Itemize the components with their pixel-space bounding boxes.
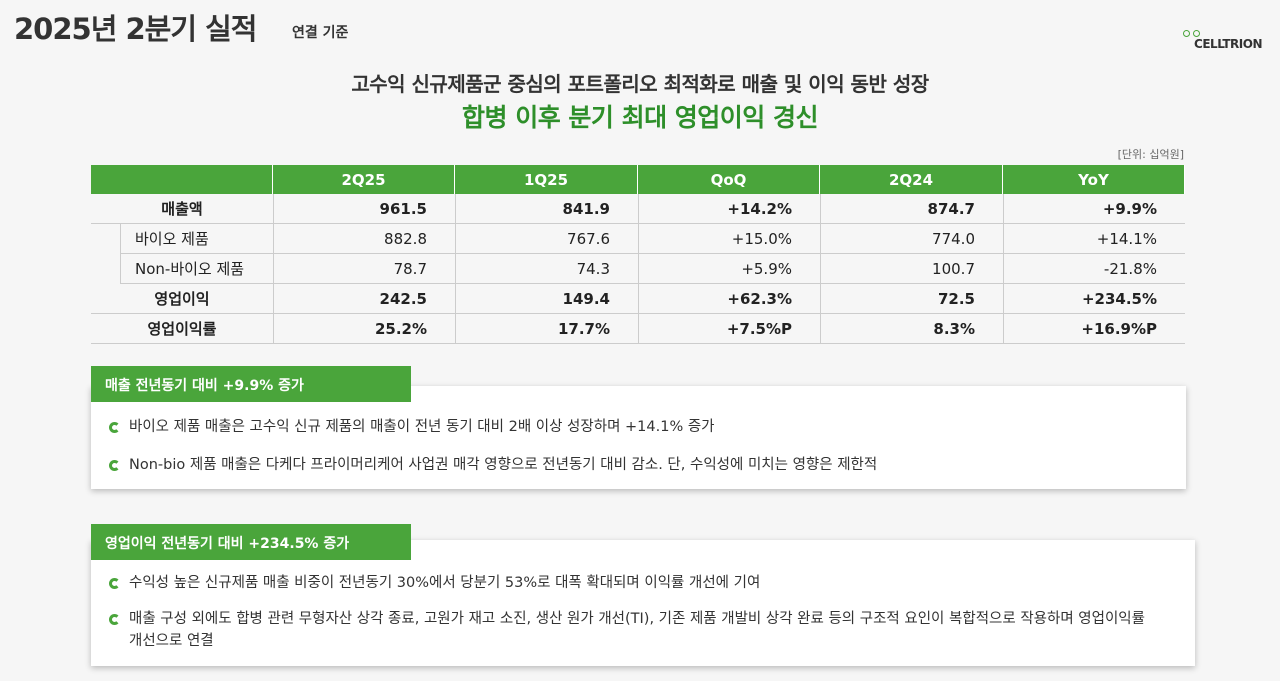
table-cell: +62.3% (638, 284, 820, 314)
page-subtitle: 연결 기준 (292, 25, 349, 41)
section-title: 영업이익 전년동기 대비 +234.5% 증가 (91, 524, 411, 560)
page-title: 2025년 2분기 실적 (14, 12, 257, 46)
header-cell: YoY (1003, 165, 1185, 194)
table-cell: +5.9% (638, 254, 820, 284)
logo-mark (1183, 30, 1190, 37)
row-label: 매출액 (91, 194, 273, 224)
section-box: 수익성 높은 신규제품 매출 비중이 전년동기 30%에서 당분기 53%로 대… (91, 540, 1195, 666)
table-cell: 74.3 (455, 254, 638, 284)
row-label: 영업이익률 (91, 314, 273, 344)
table-cell: 25.2% (273, 314, 455, 344)
headline: 고수익 신규제품군 중심의 포트폴리오 최적화로 매출 및 이익 동반 성장 (351, 72, 929, 96)
table-cell: 882.8 (273, 224, 455, 254)
bullet-text: 매출 구성 외에도 합병 관련 무형자산 상각 종료, 고원가 재고 소진, 생… (109, 608, 1153, 652)
table-cell: +7.5%P (638, 314, 820, 344)
bullet-icon (109, 422, 120, 433)
header-cell: QoQ (638, 165, 820, 194)
table-cell: 72.5 (820, 284, 1003, 314)
table-cell: 961.5 (273, 194, 455, 224)
table-cell: -21.8% (1003, 254, 1185, 284)
table-cell: 242.5 (273, 284, 455, 314)
table-cell: 149.4 (455, 284, 638, 314)
table-cell: +234.5% (1003, 284, 1185, 314)
header-cell: 2Q25 (273, 165, 455, 194)
table-cell: +15.0% (638, 224, 820, 254)
bullet-icon (109, 614, 120, 625)
table-cell: +14.2% (638, 194, 820, 224)
table-cell: +14.1% (1003, 224, 1185, 254)
row-label: 영업이익 (91, 284, 273, 314)
table-cell: 874.7 (820, 194, 1003, 224)
table-cell: 8.3% (820, 314, 1003, 344)
bullet-text: 바이오 제품 매출은 고수익 신규 제품의 매출이 전년 동기 대비 2배 이상… (109, 416, 1144, 438)
table-cell: +9.9% (1003, 194, 1185, 224)
header-cell: 2Q24 (820, 165, 1003, 194)
header-cell: 1Q25 (455, 165, 638, 194)
header-cell (91, 165, 273, 194)
bullet-icon (109, 460, 120, 471)
table-cell: 100.7 (820, 254, 1003, 284)
table-cell: 774.0 (820, 224, 1003, 254)
bullet-text: 수익성 높은 신규제품 매출 비중이 전년동기 30%에서 당분기 53%로 대… (109, 572, 1153, 594)
logo: CELLTRION (1194, 37, 1262, 51)
bullet-text: Non-bio 제품 매출은 다케다 프라이머리케어 사업권 매각 영향으로 전… (109, 454, 1144, 476)
bullet-icon (109, 578, 120, 589)
section-title: 매출 전년동기 대비 +9.9% 증가 (91, 366, 411, 402)
headline-highlight: 합병 이후 분기 최대 영업이익 경신 (461, 103, 819, 132)
section-box: 바이오 제품 매출은 고수익 신규 제품의 매출이 전년 동기 대비 2배 이상… (91, 386, 1186, 489)
table-cell: 17.7% (455, 314, 638, 344)
unit-label: [단위: 십억원] (1117, 148, 1184, 161)
row-label: 바이오 제품 (120, 224, 273, 254)
table-cell: 78.7 (273, 254, 455, 284)
row-label: Non-바이오 제품 (120, 254, 273, 284)
table-cell: +16.9%P (1003, 314, 1185, 344)
table-cell: 767.6 (455, 224, 638, 254)
logo-mark (1193, 30, 1200, 37)
table-cell: 841.9 (455, 194, 638, 224)
